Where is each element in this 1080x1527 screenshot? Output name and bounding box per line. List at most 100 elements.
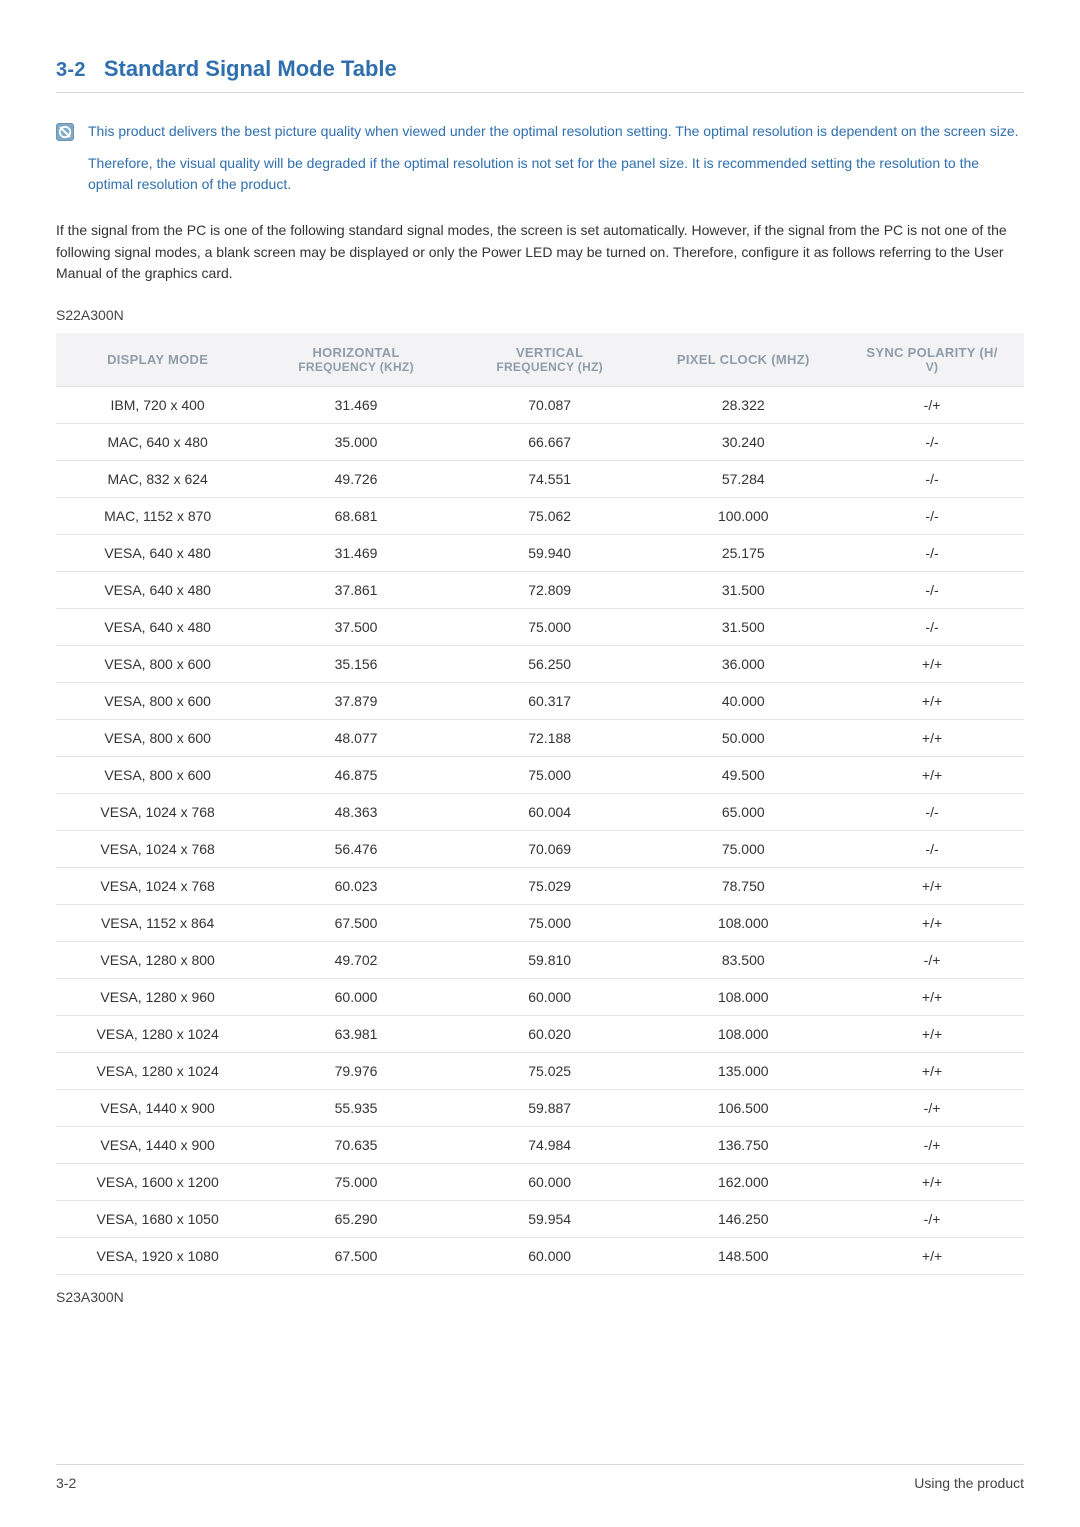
column-header-label: SYNC POLARITY (H/ bbox=[866, 345, 997, 360]
table-cell: -/+ bbox=[840, 942, 1024, 979]
body-paragraph: If the signal from the PC is one of the … bbox=[56, 220, 1024, 285]
table-row: VESA, 1280 x 102479.97675.025135.000+/+ bbox=[56, 1053, 1024, 1090]
table-cell: 75.025 bbox=[453, 1053, 647, 1090]
table-cell: 66.667 bbox=[453, 424, 647, 461]
table-cell: VESA, 800 x 600 bbox=[56, 720, 259, 757]
signal-mode-table: DISPLAY MODEHORIZONTALFREQUENCY (KHZ)VER… bbox=[56, 333, 1024, 1275]
table-cell: 37.861 bbox=[259, 572, 453, 609]
table-cell: 146.250 bbox=[646, 1201, 840, 1238]
table-cell: 31.469 bbox=[259, 387, 453, 424]
table-body: IBM, 720 x 40031.46970.08728.322-/+MAC, … bbox=[56, 387, 1024, 1275]
footer-left: 3-2 bbox=[56, 1475, 76, 1491]
table-cell: 136.750 bbox=[646, 1127, 840, 1164]
table-row: VESA, 800 x 60037.87960.31740.000+/+ bbox=[56, 683, 1024, 720]
table-cell: 31.469 bbox=[259, 535, 453, 572]
table-cell: 60.000 bbox=[453, 1238, 647, 1275]
table-cell: 75.000 bbox=[453, 609, 647, 646]
section-number: 3-2 bbox=[56, 59, 86, 82]
table-cell: VESA, 1600 x 1200 bbox=[56, 1164, 259, 1201]
table-cell: 37.500 bbox=[259, 609, 453, 646]
table-row: VESA, 1024 x 76856.47670.06975.000-/- bbox=[56, 831, 1024, 868]
table-cell: -/+ bbox=[840, 1201, 1024, 1238]
table-cell: 75.029 bbox=[453, 868, 647, 905]
table-cell: 108.000 bbox=[646, 979, 840, 1016]
column-header: DISPLAY MODE bbox=[56, 333, 259, 387]
table-row: MAC, 832 x 62449.72674.55157.284-/- bbox=[56, 461, 1024, 498]
column-header-label: DISPLAY MODE bbox=[107, 352, 208, 367]
table-cell: +/+ bbox=[840, 683, 1024, 720]
table-row: IBM, 720 x 40031.46970.08728.322-/+ bbox=[56, 387, 1024, 424]
column-header-sub: FREQUENCY (HZ) bbox=[461, 360, 639, 374]
table-cell: 72.188 bbox=[453, 720, 647, 757]
table-cell: MAC, 1152 x 870 bbox=[56, 498, 259, 535]
table-cell: 35.156 bbox=[259, 646, 453, 683]
note-text: This product delivers the best picture q… bbox=[88, 121, 1024, 206]
table-row: VESA, 800 x 60035.15656.25036.000+/+ bbox=[56, 646, 1024, 683]
table-cell: VESA, 1280 x 1024 bbox=[56, 1016, 259, 1053]
table-row: VESA, 1280 x 80049.70259.81083.500-/+ bbox=[56, 942, 1024, 979]
table-row: VESA, 1680 x 105065.29059.954146.250-/+ bbox=[56, 1201, 1024, 1238]
table-cell: 56.476 bbox=[259, 831, 453, 868]
column-header: SYNC POLARITY (H/V) bbox=[840, 333, 1024, 387]
table-cell: 31.500 bbox=[646, 572, 840, 609]
table-cell: 67.500 bbox=[259, 905, 453, 942]
table-cell: -/+ bbox=[840, 387, 1024, 424]
table-row: VESA, 1440 x 90070.63574.984136.750-/+ bbox=[56, 1127, 1024, 1164]
table-cell: VESA, 800 x 600 bbox=[56, 646, 259, 683]
table-cell: VESA, 1152 x 864 bbox=[56, 905, 259, 942]
table-cell: 78.750 bbox=[646, 868, 840, 905]
table-cell: 60.000 bbox=[453, 979, 647, 1016]
table-cell: VESA, 800 x 600 bbox=[56, 757, 259, 794]
note-paragraph-1: This product delivers the best picture q… bbox=[88, 121, 1024, 143]
table-cell: -/+ bbox=[840, 1127, 1024, 1164]
table-cell: -/+ bbox=[840, 1090, 1024, 1127]
table-cell: 70.087 bbox=[453, 387, 647, 424]
note-paragraph-2: Therefore, the visual quality will be de… bbox=[88, 153, 1024, 196]
table-cell: VESA, 1280 x 1024 bbox=[56, 1053, 259, 1090]
table-cell: 75.062 bbox=[453, 498, 647, 535]
table-cell: 37.879 bbox=[259, 683, 453, 720]
table-cell: 49.500 bbox=[646, 757, 840, 794]
table-cell: 50.000 bbox=[646, 720, 840, 757]
table-cell: 60.020 bbox=[453, 1016, 647, 1053]
column-header-label: VERTICAL bbox=[516, 345, 583, 360]
table-cell: 36.000 bbox=[646, 646, 840, 683]
table-cell: 75.000 bbox=[453, 905, 647, 942]
table-cell: 25.175 bbox=[646, 535, 840, 572]
table-cell: VESA, 640 x 480 bbox=[56, 535, 259, 572]
table-cell: 48.363 bbox=[259, 794, 453, 831]
table-cell: +/+ bbox=[840, 979, 1024, 1016]
model-label-top: S22A300N bbox=[56, 307, 1024, 323]
table-cell: 74.551 bbox=[453, 461, 647, 498]
table-cell: VESA, 800 x 600 bbox=[56, 683, 259, 720]
column-header-sub: V) bbox=[848, 360, 1016, 374]
model-label-bottom: S23A300N bbox=[56, 1289, 1024, 1305]
table-cell: -/- bbox=[840, 831, 1024, 868]
footer-right: Using the product bbox=[914, 1475, 1024, 1491]
table-cell: 59.810 bbox=[453, 942, 647, 979]
section-header: 3-2 Standard Signal Mode Table bbox=[56, 56, 1024, 93]
table-cell: 49.726 bbox=[259, 461, 453, 498]
table-cell: +/+ bbox=[840, 646, 1024, 683]
table-row: MAC, 640 x 48035.00066.66730.240-/- bbox=[56, 424, 1024, 461]
table-cell: VESA, 1920 x 1080 bbox=[56, 1238, 259, 1275]
table-cell: VESA, 1280 x 960 bbox=[56, 979, 259, 1016]
table-cell: 75.000 bbox=[453, 757, 647, 794]
table-cell: VESA, 1280 x 800 bbox=[56, 942, 259, 979]
column-header-sub: FREQUENCY (KHZ) bbox=[267, 360, 445, 374]
table-cell: 60.317 bbox=[453, 683, 647, 720]
table-cell: -/- bbox=[840, 535, 1024, 572]
table-row: VESA, 1600 x 120075.00060.000162.000+/+ bbox=[56, 1164, 1024, 1201]
table-cell: IBM, 720 x 400 bbox=[56, 387, 259, 424]
table-cell: 49.702 bbox=[259, 942, 453, 979]
table-head: DISPLAY MODEHORIZONTALFREQUENCY (KHZ)VER… bbox=[56, 333, 1024, 387]
table-cell: +/+ bbox=[840, 1164, 1024, 1201]
column-header: VERTICALFREQUENCY (HZ) bbox=[453, 333, 647, 387]
table-cell: 75.000 bbox=[646, 831, 840, 868]
table-row: VESA, 640 x 48031.46959.94025.175-/- bbox=[56, 535, 1024, 572]
table-cell: 72.809 bbox=[453, 572, 647, 609]
table-row: VESA, 800 x 60048.07772.18850.000+/+ bbox=[56, 720, 1024, 757]
info-icon bbox=[56, 123, 74, 141]
section-title: Standard Signal Mode Table bbox=[104, 56, 397, 82]
table-cell: 162.000 bbox=[646, 1164, 840, 1201]
